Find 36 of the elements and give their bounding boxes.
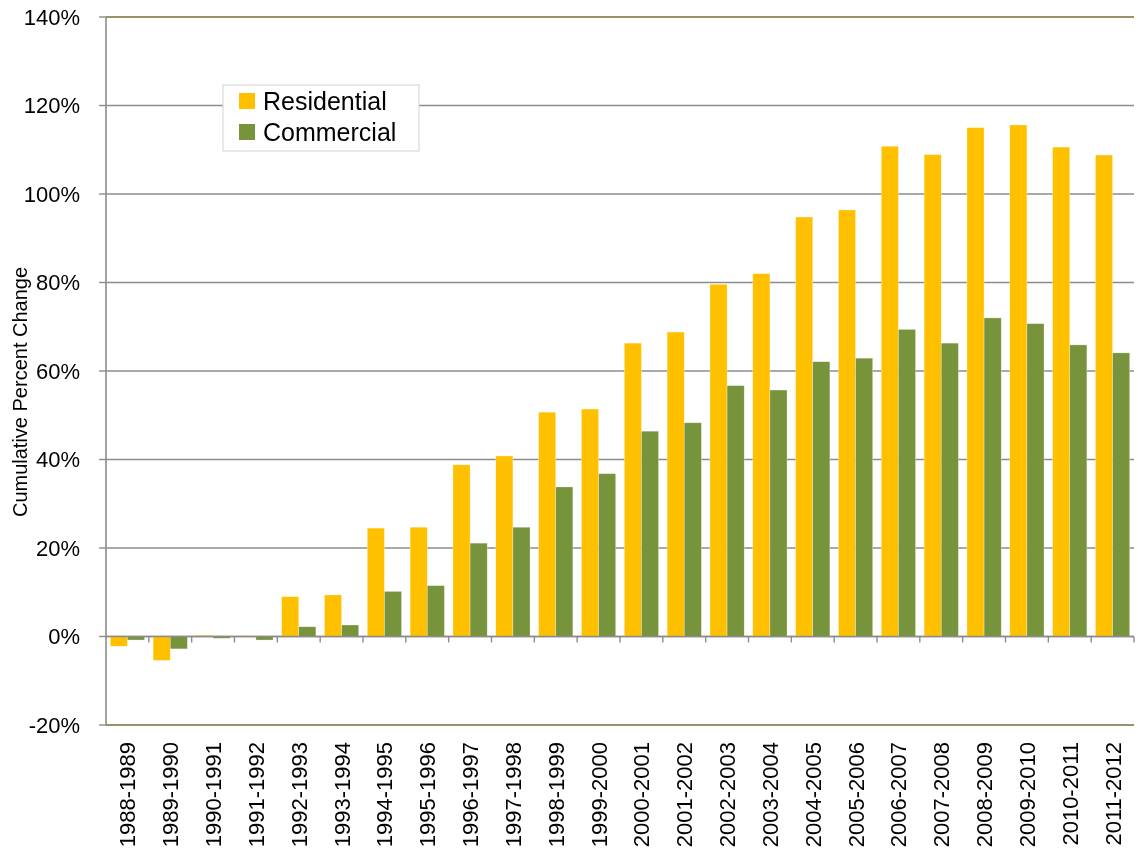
x-tick-label: 1993-1994 <box>329 742 355 848</box>
x-tick-label: 2000-2001 <box>629 742 655 848</box>
x-tick-label: 2002-2003 <box>715 742 741 848</box>
x-tick-label: 2006-2007 <box>886 742 912 848</box>
x-tick-label: 1992-1993 <box>286 742 312 848</box>
y-tick-label: 0% <box>48 624 80 650</box>
x-tick-label: 2007-2008 <box>929 742 955 848</box>
x-tick-label: 2009-2010 <box>1014 742 1040 848</box>
x-tick-label: 1990-1991 <box>201 742 227 848</box>
x-tick-label: 2001-2002 <box>672 742 698 848</box>
x-tick-label: 1988-1989 <box>115 742 141 848</box>
x-tick-label: 2004-2005 <box>800 742 826 848</box>
legend-label: Residential <box>263 86 387 115</box>
x-tick-label: 2003-2004 <box>757 742 783 848</box>
y-tick-label: 100% <box>23 181 80 207</box>
x-tick-label: 2010-2011 <box>1057 742 1083 846</box>
x-tick-label: 2005-2006 <box>843 742 869 848</box>
x-tick-label: 1989-1990 <box>158 742 184 848</box>
x-tick-label: 2011-2012 <box>1100 742 1126 846</box>
x-tick-label: 1995-1996 <box>415 742 441 848</box>
x-tick-label: 1999-2000 <box>586 742 612 848</box>
x-tick-label: 1998-1999 <box>543 742 569 848</box>
x-tick-label: 1997-1998 <box>500 742 526 848</box>
x-tick-label: 1991-1992 <box>243 742 269 848</box>
x-tick-label: 2008-2009 <box>972 742 998 848</box>
y-tick-label: 80% <box>35 270 80 296</box>
y-tick-label: 60% <box>35 358 80 384</box>
legend-label: Commercial <box>263 117 397 146</box>
y-tick-label: 40% <box>35 447 80 473</box>
y-axis-title: Cumulative Percent Change <box>9 266 31 518</box>
y-tick-label: 140% <box>23 4 80 30</box>
y-tick-label: -20% <box>28 712 80 738</box>
x-tick-label: 1996-1997 <box>458 742 484 848</box>
y-tick-label: 120% <box>23 93 80 119</box>
y-tick-label: 20% <box>35 535 80 561</box>
x-tick-label: 1994-1995 <box>372 742 398 848</box>
